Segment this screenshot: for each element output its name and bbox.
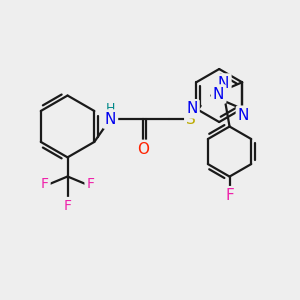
Text: F: F <box>86 177 94 191</box>
Text: N: N <box>105 112 116 127</box>
Text: N: N <box>213 87 224 102</box>
Text: F: F <box>40 177 49 191</box>
Text: N: N <box>238 108 249 123</box>
Text: O: O <box>136 142 148 157</box>
Text: F: F <box>225 188 234 203</box>
Text: N: N <box>186 101 197 116</box>
Text: S: S <box>186 112 196 127</box>
Text: F: F <box>64 199 72 213</box>
Text: H: H <box>106 102 115 115</box>
Text: N: N <box>218 76 230 91</box>
